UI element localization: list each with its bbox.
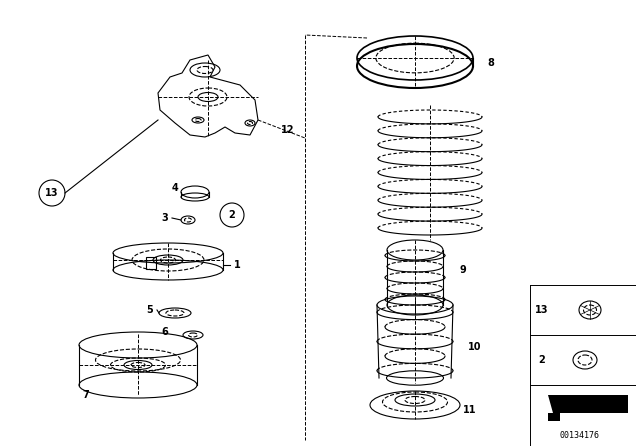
Text: 10: 10 xyxy=(468,341,482,352)
Text: 2: 2 xyxy=(539,355,545,365)
Text: 11: 11 xyxy=(463,405,477,415)
Text: 00134176: 00134176 xyxy=(560,431,600,439)
PathPatch shape xyxy=(548,413,560,421)
Text: 13: 13 xyxy=(45,188,59,198)
Text: 1: 1 xyxy=(234,260,241,270)
Text: 13: 13 xyxy=(535,305,548,315)
Text: 4: 4 xyxy=(172,183,179,193)
PathPatch shape xyxy=(548,395,628,413)
Text: 12: 12 xyxy=(281,125,295,135)
Text: 8: 8 xyxy=(488,58,495,68)
Text: 2: 2 xyxy=(228,210,236,220)
Text: 5: 5 xyxy=(147,305,154,315)
Text: 3: 3 xyxy=(162,213,168,223)
Text: 6: 6 xyxy=(162,327,168,337)
Text: 7: 7 xyxy=(83,390,90,400)
Text: 9: 9 xyxy=(460,265,467,275)
